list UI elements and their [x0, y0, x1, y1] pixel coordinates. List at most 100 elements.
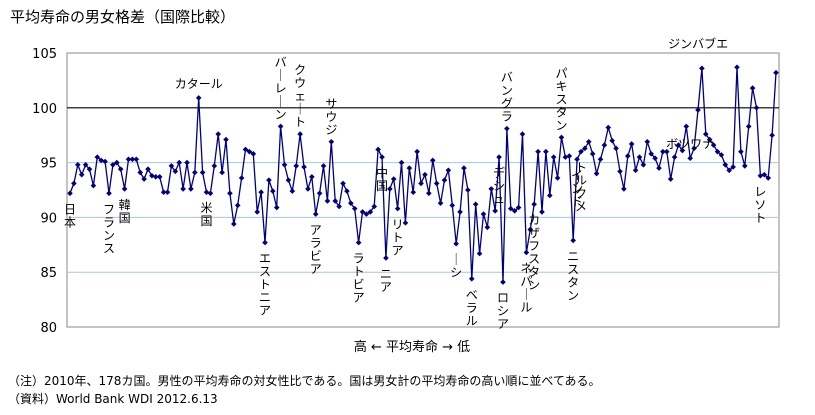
data-point — [648, 151, 654, 157]
data-point — [519, 131, 526, 137]
data-point — [273, 204, 280, 211]
annotation-label: ロシア — [497, 291, 509, 331]
data-point — [141, 176, 147, 182]
data-point — [449, 202, 456, 209]
data-point — [336, 203, 342, 210]
data-point — [687, 155, 693, 162]
data-point — [593, 170, 600, 177]
data-point — [741, 163, 748, 169]
data-point — [71, 180, 77, 187]
annotation-label: バ｜レ｜ン — [275, 55, 287, 121]
annotation-label: アラビア — [310, 223, 322, 276]
data-point — [188, 186, 194, 192]
data-point — [223, 136, 229, 143]
data-point — [125, 156, 132, 163]
data-point — [192, 169, 198, 176]
annotation-label: サウジ — [325, 97, 337, 137]
markers — [67, 64, 779, 285]
data-point — [67, 190, 73, 197]
data-point — [441, 177, 448, 183]
annotation-label: パキスタン — [555, 66, 567, 132]
data-point — [480, 211, 487, 217]
data-point — [348, 200, 354, 206]
data-point — [98, 157, 105, 164]
data-point — [78, 171, 85, 178]
data-point — [765, 175, 771, 181]
data-point — [199, 169, 206, 176]
data-point — [418, 180, 424, 187]
data-point — [195, 95, 202, 101]
data-point — [702, 131, 709, 137]
annotation-label: トルクメ — [575, 161, 587, 214]
data-point — [379, 154, 385, 160]
data-point — [492, 208, 498, 214]
data-point — [231, 221, 237, 227]
data-point — [773, 69, 779, 76]
data-point — [745, 123, 752, 130]
data-point — [527, 226, 534, 233]
data-point — [242, 146, 249, 153]
data-point — [262, 239, 268, 246]
annotation-label: フランス — [103, 202, 115, 255]
data-point — [683, 123, 690, 130]
data-point — [203, 189, 210, 195]
data-point — [355, 239, 362, 246]
data-point — [710, 142, 717, 148]
y-tick-label: 90 — [40, 211, 57, 226]
data-point — [324, 198, 331, 204]
data-point — [757, 172, 764, 179]
annotation-label: 韓国 — [119, 198, 131, 225]
annotation-label: インド — [571, 168, 583, 208]
data-point — [652, 155, 658, 162]
annotation-label: バングラ — [501, 71, 513, 124]
data-point — [211, 163, 218, 169]
data-point — [722, 161, 729, 168]
data-point — [289, 188, 296, 194]
data-point — [671, 154, 678, 160]
data-point — [363, 211, 370, 217]
data-point — [75, 161, 81, 168]
data-point — [718, 152, 725, 158]
annotation-label: 中国 — [376, 165, 388, 193]
data-point — [149, 172, 155, 179]
data-point — [465, 187, 471, 193]
data-point — [137, 169, 144, 176]
note-text: （注）2010年、178カ国。男性の平均寿命の対女性比である。国は男女計の平均寿… — [8, 374, 601, 388]
data-point — [578, 148, 584, 155]
data-point — [172, 168, 179, 175]
data-point — [250, 151, 257, 157]
data-point — [472, 201, 479, 208]
data-point — [543, 148, 549, 155]
data-point — [227, 190, 233, 197]
data-point — [168, 163, 175, 169]
data-point — [156, 174, 163, 180]
data-point — [234, 202, 241, 209]
data-point — [667, 176, 674, 182]
data-point — [301, 164, 307, 170]
data-point — [691, 145, 697, 152]
data-point — [320, 163, 327, 169]
data-point — [383, 255, 389, 261]
data-point — [769, 132, 775, 138]
data-point — [433, 180, 440, 187]
data-point — [749, 85, 756, 91]
data-point — [738, 148, 744, 155]
data-point — [184, 159, 190, 166]
data-point — [410, 189, 417, 195]
chart-title: 平均寿命の男女格差（国際比較） — [10, 8, 236, 26]
data-point — [266, 177, 272, 183]
data-point — [437, 200, 444, 206]
data-point — [609, 137, 615, 144]
annotation-label: ラトビア — [353, 252, 365, 305]
data-point — [550, 154, 557, 160]
data-point — [500, 279, 506, 285]
data-point — [254, 209, 261, 215]
annotation-label: カザフスタン — [528, 213, 540, 292]
data-point — [180, 186, 186, 192]
data-point — [484, 224, 491, 231]
data-point — [164, 189, 171, 195]
data-point — [468, 275, 475, 282]
data-point — [359, 209, 366, 215]
source-text: （資料）World Bank WDI 2012.6.13 — [8, 392, 218, 406]
data-point — [86, 166, 93, 172]
